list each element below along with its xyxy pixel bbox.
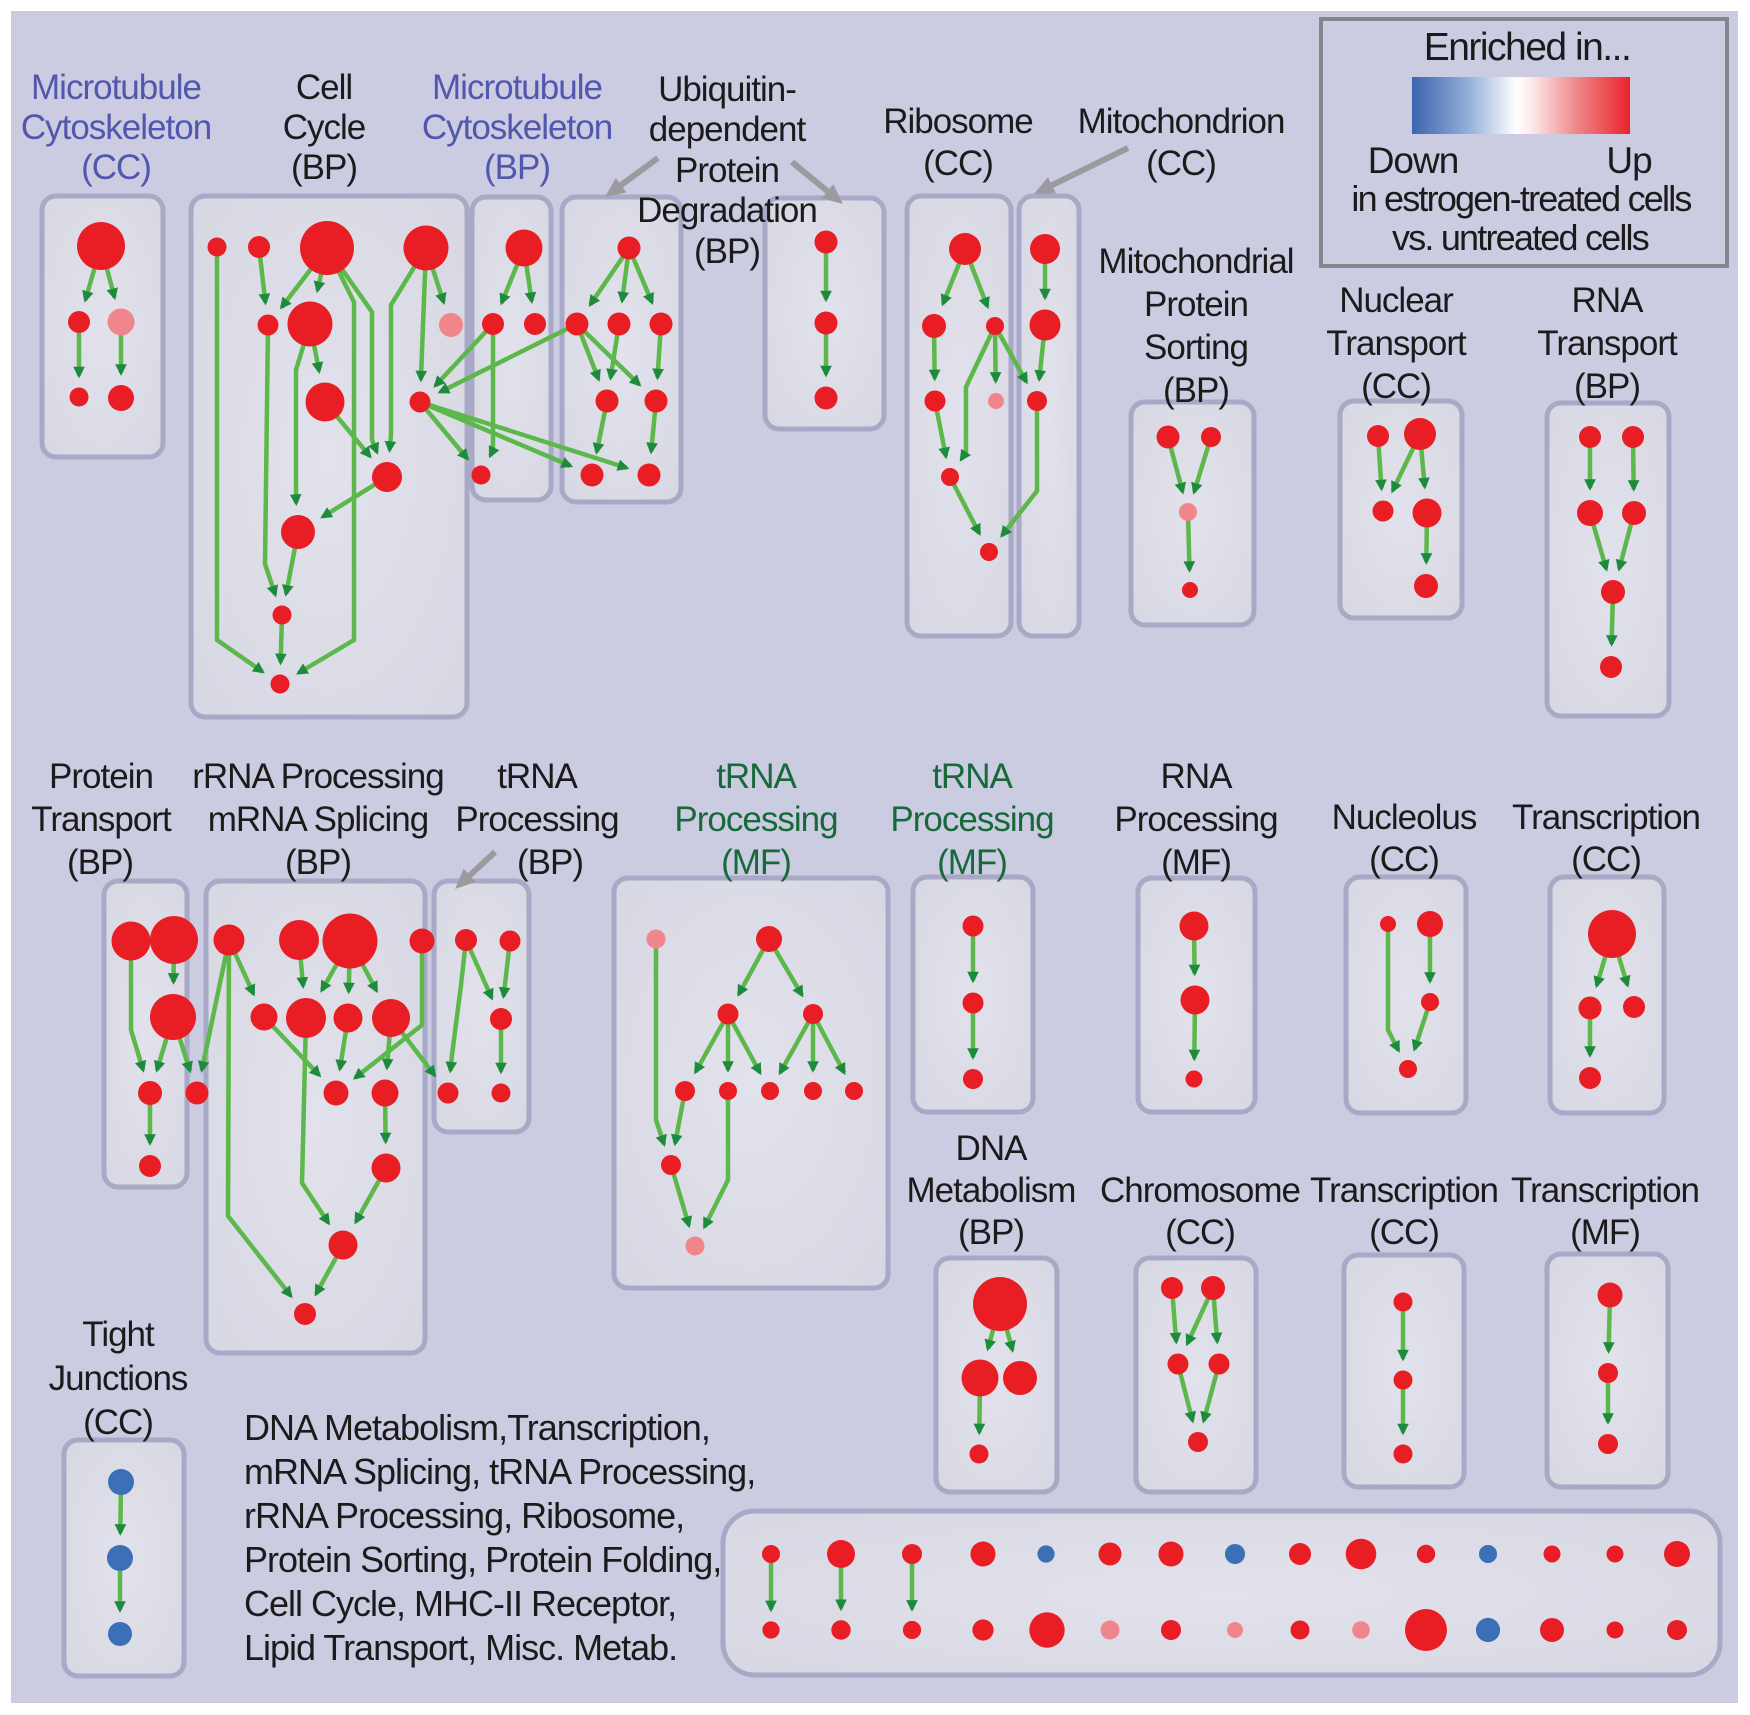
svg-text:Processing: Processing <box>455 800 618 839</box>
svg-text:(CC): (CC) <box>923 144 993 183</box>
svg-text:(CC): (CC) <box>1146 144 1216 183</box>
svg-text:Enriched in...: Enriched in... <box>1424 26 1631 69</box>
svg-text:(CC): (CC) <box>1369 840 1439 879</box>
svg-text:(MF): (MF) <box>721 843 791 882</box>
svg-text:RNA: RNA <box>1572 281 1645 320</box>
svg-text:Transcription: Transcription <box>1310 1171 1498 1210</box>
svg-text:(BP): (BP) <box>285 843 351 882</box>
svg-text:tRNA: tRNA <box>497 757 578 796</box>
svg-text:dependent: dependent <box>649 110 807 149</box>
svg-text:Cycle: Cycle <box>283 108 366 147</box>
svg-text:Ribosome: Ribosome <box>883 102 1033 141</box>
svg-text:(BP): (BP) <box>67 843 133 882</box>
svg-text:Transport: Transport <box>31 800 172 839</box>
svg-text:DNA Metabolism,Transcription,: DNA Metabolism,Transcription, <box>244 1407 710 1448</box>
svg-text:(MF): (MF) <box>1570 1213 1640 1252</box>
svg-text:Transcription: Transcription <box>1511 1171 1699 1210</box>
svg-text:Mitochondrial: Mitochondrial <box>1098 242 1293 281</box>
svg-text:Cytoskeleton: Cytoskeleton <box>21 108 211 147</box>
svg-text:Degradation: Degradation <box>637 191 817 230</box>
svg-text:(BP): (BP) <box>1574 367 1640 406</box>
svg-text:Transcription: Transcription <box>1512 798 1700 837</box>
svg-text:(CC): (CC) <box>1361 367 1431 406</box>
svg-text:vs. untreated cells: vs. untreated cells <box>1392 217 1649 258</box>
svg-text:rRNA Processing, Ribosome,: rRNA Processing, Ribosome, <box>244 1495 684 1536</box>
svg-text:Protein: Protein <box>1144 285 1248 324</box>
svg-text:(CC): (CC) <box>1369 1213 1439 1252</box>
svg-text:Mitochondrion: Mitochondrion <box>1078 102 1285 141</box>
svg-text:Protein: Protein <box>49 757 153 796</box>
svg-text:(BP): (BP) <box>1163 371 1229 410</box>
svg-text:Cell Cycle, MHC-II Receptor,: Cell Cycle, MHC-II Receptor, <box>244 1583 676 1624</box>
svg-text:RNA: RNA <box>1161 757 1234 796</box>
svg-text:Cytoskeleton: Cytoskeleton <box>422 108 612 147</box>
svg-text:Up: Up <box>1606 140 1652 181</box>
svg-text:Transport: Transport <box>1326 324 1467 363</box>
svg-text:Microtubule: Microtubule <box>432 68 602 107</box>
svg-text:Chromosome: Chromosome <box>1100 1171 1300 1210</box>
svg-text:(BP): (BP) <box>291 148 357 187</box>
svg-text:mRNA Splicing, tRNA Processing: mRNA Splicing, tRNA Processing, <box>244 1451 755 1492</box>
svg-text:rRNA Processing: rRNA Processing <box>192 757 443 796</box>
svg-text:tRNA: tRNA <box>716 757 797 796</box>
svg-text:Down: Down <box>1368 140 1459 181</box>
svg-text:Protein: Protein <box>675 151 779 190</box>
svg-text:(MF): (MF) <box>937 843 1007 882</box>
svg-text:Ubiquitin-: Ubiquitin- <box>658 70 796 109</box>
svg-text:(CC): (CC) <box>81 148 151 187</box>
svg-text:(BP): (BP) <box>694 232 760 271</box>
svg-text:Nucleolus: Nucleolus <box>1332 798 1477 837</box>
svg-text:Nuclear: Nuclear <box>1339 281 1454 320</box>
svg-text:Processing: Processing <box>1114 800 1277 839</box>
svg-text:(BP): (BP) <box>484 148 550 187</box>
svg-text:(CC): (CC) <box>1165 1213 1235 1252</box>
svg-text:Metabolism: Metabolism <box>907 1171 1076 1210</box>
svg-text:(BP): (BP) <box>517 843 583 882</box>
svg-text:Lipid Transport, Misc. Metab.: Lipid Transport, Misc. Metab. <box>244 1627 677 1668</box>
svg-text:(MF): (MF) <box>1161 843 1231 882</box>
svg-text:DNA: DNA <box>956 1129 1029 1168</box>
svg-text:Microtubule: Microtubule <box>31 68 201 107</box>
svg-text:(BP): (BP) <box>958 1213 1024 1252</box>
svg-text:Processing: Processing <box>674 800 837 839</box>
svg-text:Sorting: Sorting <box>1144 328 1248 367</box>
svg-text:Cell: Cell <box>296 68 352 107</box>
svg-text:(CC): (CC) <box>1571 840 1641 879</box>
svg-text:in estrogen-treated cells: in estrogen-treated cells <box>1351 178 1691 219</box>
svg-text:mRNA Splicing: mRNA Splicing <box>208 800 428 839</box>
svg-text:(CC): (CC) <box>83 1403 153 1442</box>
svg-text:Tight: Tight <box>82 1315 155 1354</box>
svg-text:Junctions: Junctions <box>49 1359 188 1398</box>
svg-text:Processing: Processing <box>890 800 1053 839</box>
svg-text:tRNA: tRNA <box>932 757 1013 796</box>
svg-text:Transport: Transport <box>1537 324 1678 363</box>
svg-text:Protein Sorting, Protein Foldi: Protein Sorting, Protein Folding, <box>244 1539 721 1580</box>
